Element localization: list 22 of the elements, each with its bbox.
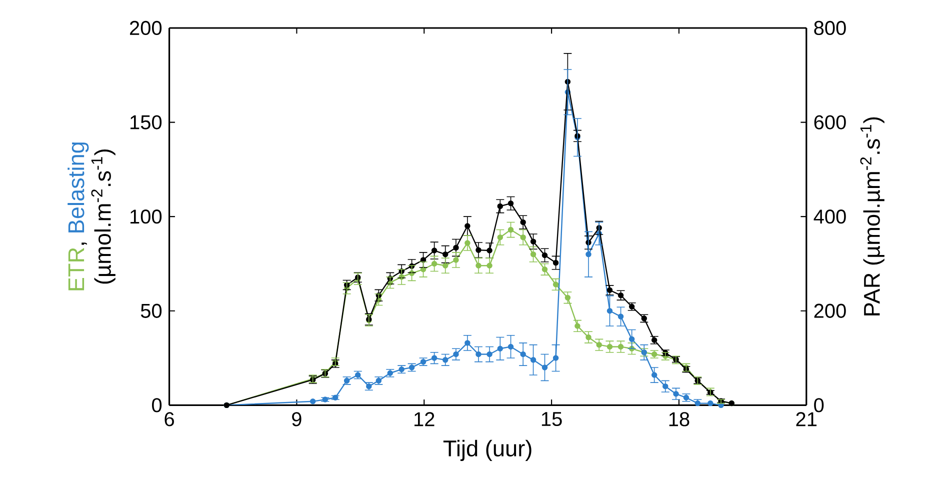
x-tick-label: 21 [796, 412, 817, 426]
x-tick-label: 9 [292, 412, 302, 426]
text: Belasting [68, 142, 89, 232]
y2-tick-label: 400 [814, 210, 846, 224]
y2-tick-label: 800 [814, 21, 846, 36]
y-axis-title: (µmol.m$^{-2}$.s$^{-1}$) [91, 150, 116, 284]
text: ETR [68, 248, 84, 290]
y-tick-label: 150 [130, 115, 162, 130]
y2-tick-label: 0 [814, 398, 824, 412]
y2-axis-title: PAR (µmol.µm$^{-2}$.s$^{-1}$) [860, 117, 884, 316]
y2-tick-label: 600 [814, 115, 846, 130]
y-tick-label: 200 [130, 21, 162, 36]
x-tick-label: 12 [414, 412, 434, 426]
x-axis-title: Tijd (uur) [443, 440, 532, 462]
x-tick-label: 6 [164, 412, 174, 426]
text: , [82, 242, 87, 245]
y-tick-label: 50 [140, 304, 162, 318]
y-tick-label: 0 [152, 398, 162, 412]
x-tick-label: 18 [669, 412, 690, 426]
x-tick-label: 15 [542, 412, 562, 426]
y2-tick-label: 200 [814, 304, 846, 318]
y-tick-label: 100 [130, 210, 162, 224]
